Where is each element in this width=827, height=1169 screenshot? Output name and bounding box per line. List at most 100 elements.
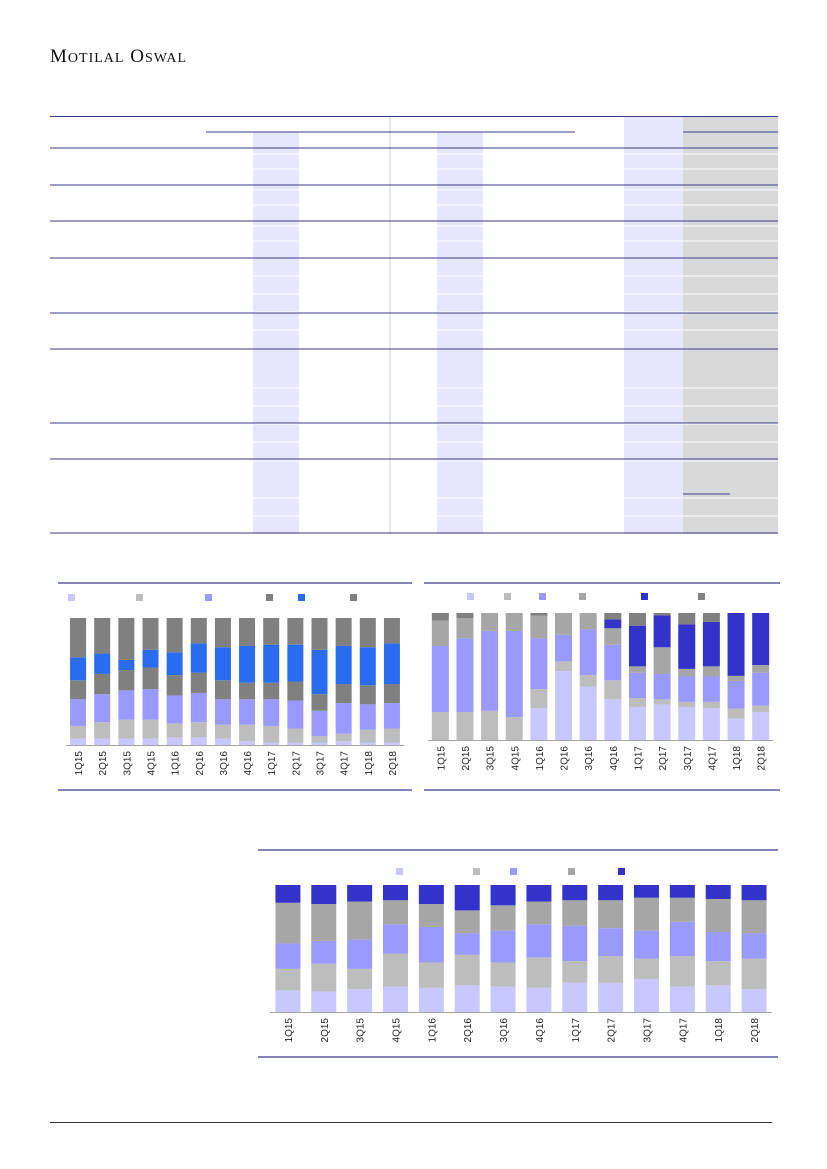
chart-left-bar <box>142 618 159 745</box>
chart-right-tick-label: 1Q16 <box>535 746 546 771</box>
chart-bottom-bar <box>598 885 624 1012</box>
chart-right-segment <box>604 644 622 681</box>
chart-left-legend <box>68 594 357 601</box>
chart-right-segment <box>555 661 573 672</box>
chart-right-tick-label: 3Q16 <box>584 746 595 771</box>
chart-left-bar <box>239 618 256 745</box>
chart-right-segment <box>604 680 622 700</box>
chart-bottom-tick-label: 3Q17 <box>643 1018 654 1043</box>
chart-bottom-segment <box>741 933 767 959</box>
chart-left-segment <box>190 737 207 745</box>
chart-left-segment <box>70 680 87 700</box>
chart-bottom-segment <box>311 940 337 964</box>
chart-left-segment <box>287 681 304 701</box>
chart-right-tick-label: 1Q17 <box>633 746 644 771</box>
chart-right-segment <box>628 698 646 707</box>
chart-bottom-segment <box>598 956 624 983</box>
chart-bottom-segment <box>275 885 301 903</box>
chart-left-segment <box>94 694 111 723</box>
chart-left-segment <box>311 694 328 711</box>
chart-bottom-tick-label: 4Q17 <box>678 1018 689 1043</box>
chart-right-bar <box>604 613 622 740</box>
chart-left-tick-label: 1Q18 <box>364 751 375 776</box>
chart-right-bar <box>505 613 523 740</box>
chart-right-segment <box>481 710 499 740</box>
chart-left-tick-label: 4Q15 <box>147 751 158 776</box>
chart-bottom-segment <box>490 962 516 987</box>
chart-bottom-segment <box>490 930 516 963</box>
chart-right-tick-label: 3Q15 <box>486 746 497 771</box>
chart-bottom-segment <box>490 905 516 931</box>
chart-left-legend-swatch <box>68 594 75 601</box>
chart-bottom-segment <box>454 910 480 934</box>
chart-right-segment <box>678 676 696 702</box>
chart-left-segment <box>70 699 87 726</box>
chart-left-segment <box>118 738 135 745</box>
chart-right-bar <box>653 613 671 740</box>
chart-right-bar <box>481 613 499 740</box>
chart-bottom-segment <box>705 898 731 932</box>
chart-right-segment <box>752 672 770 706</box>
chart-left-bar <box>359 618 376 745</box>
chart-right-bar <box>678 613 696 740</box>
chart-left-segment <box>359 742 376 745</box>
chart-left-segment <box>118 690 135 720</box>
chart-right-segment <box>505 717 523 740</box>
chart-right-segment <box>481 630 499 711</box>
chart-right-segment <box>579 629 597 676</box>
chart-bottom-segment <box>347 885 373 902</box>
chart-left-segment <box>118 670 135 691</box>
chart-bottom-segment <box>347 968 373 990</box>
chart-right-segment <box>456 613 474 619</box>
logo-word-2: OSWAL <box>130 46 188 67</box>
chart-bottom-segment <box>490 986 516 1012</box>
chart-left-segment <box>263 742 280 745</box>
chart-left-segment <box>311 736 328 743</box>
chart-left-segment <box>166 695 183 724</box>
chart-right-bar <box>727 613 745 740</box>
chart-bottom-tick-label: 1Q15 <box>284 1018 295 1043</box>
chart-right-bar <box>579 613 597 740</box>
chart-left-segment <box>70 657 87 681</box>
chart-left-tick-label: 2Q17 <box>291 751 302 776</box>
chart-right-segment <box>505 630 523 718</box>
chart-left-segment <box>166 737 183 745</box>
chart-right-segment <box>702 666 720 677</box>
chart-bottom-svg: 1Q15 2Q15 3Q15 4Q15 1Q16 2Q16 3Q16 4Q16 1Q17 2Q17… <box>258 849 778 1058</box>
chart-right-segment <box>678 701 696 707</box>
chart-right-tick-label: 2Q15 <box>461 746 472 771</box>
chart-left-segment <box>239 741 256 745</box>
chart-left-segment <box>335 733 352 742</box>
chart-left-segment <box>214 724 231 739</box>
chart-left-svg: 1Q15 2Q15 3Q15 4Q15 1Q16 2Q16 3Q16 4Q16 1Q17 2Q17… <box>58 582 412 791</box>
chart-left-segment <box>142 618 159 650</box>
chart-right-tick-label: 1Q18 <box>732 746 743 771</box>
chart-left-legend-swatch <box>205 594 212 601</box>
chart-left-segment <box>383 618 400 644</box>
chart-left-segment <box>166 652 183 676</box>
chart-bottom-segment <box>669 885 695 898</box>
chart-bottom-segment <box>705 885 731 899</box>
chart-right-segment <box>653 699 671 705</box>
chart-bottom-legend-swatch <box>568 868 575 875</box>
chart-left-segment <box>166 723 183 738</box>
chart-right-segment <box>702 621 720 667</box>
chart-right-segment <box>702 676 720 702</box>
chart-left-segment <box>142 738 159 745</box>
chart-left-segment <box>214 680 231 700</box>
chart-left-segment <box>359 618 376 648</box>
chart-left-segment <box>239 699 256 725</box>
chart-left: 1Q15 2Q15 3Q15 4Q15 1Q16 2Q16 3Q16 4Q16 1Q17 2Q17… <box>58 582 412 792</box>
chart-right-segment <box>628 625 646 667</box>
chart-bottom-segment <box>347 989 373 1012</box>
chart-right-legend <box>467 593 705 600</box>
chart-right-legend-swatch <box>504 593 511 600</box>
chart-bottom-segment <box>669 921 695 957</box>
chart-right-tick-label: 2Q18 <box>757 746 768 771</box>
chart-left-bar <box>383 618 400 745</box>
chart-right-segment <box>628 706 646 740</box>
chart-right-segment <box>456 712 474 740</box>
chart-left-segment <box>94 738 111 745</box>
chart-right-segment <box>752 712 770 740</box>
chart-left-segment <box>214 699 231 725</box>
